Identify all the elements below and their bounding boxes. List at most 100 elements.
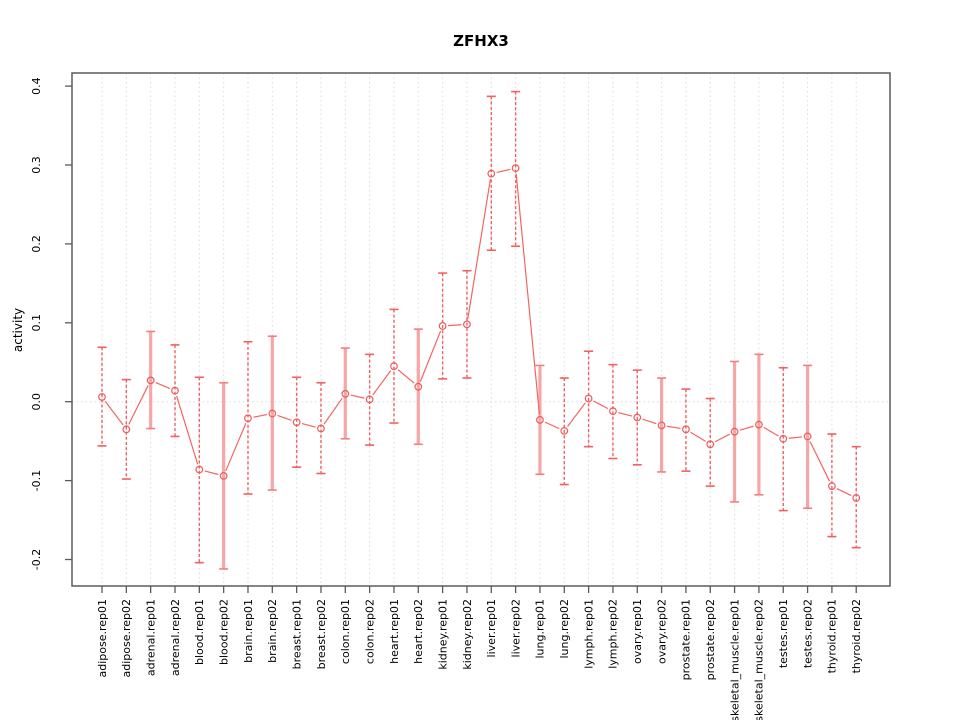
series-segment bbox=[496, 168, 511, 174]
x-tick-label: prostate.rep02 bbox=[704, 599, 717, 680]
series-segment bbox=[788, 436, 803, 439]
data-point-marker bbox=[609, 407, 617, 416]
y-tick-label: 0.4 bbox=[30, 77, 43, 95]
chart-title: ZFHX3 bbox=[453, 32, 509, 50]
x-tick-label: kidney.rep02 bbox=[461, 599, 474, 670]
series-segment bbox=[809, 441, 831, 482]
series-segment bbox=[544, 421, 560, 430]
x-tick-label: testes.rep01 bbox=[777, 599, 790, 668]
x-tick-label: brain.rep01 bbox=[242, 599, 255, 663]
series-segment bbox=[301, 423, 316, 428]
series-segment bbox=[372, 370, 392, 396]
series-segment bbox=[419, 330, 442, 382]
series-segment bbox=[253, 413, 268, 418]
y-tick-label: 0.3 bbox=[30, 156, 43, 174]
x-tick-label: kidney.rep01 bbox=[436, 599, 449, 670]
y-tick-label: 0.1 bbox=[30, 314, 43, 332]
data-point-marker bbox=[657, 421, 666, 430]
x-tick-label: ovary.rep02 bbox=[655, 599, 668, 664]
y-tick-label: 0.2 bbox=[30, 235, 43, 253]
x-tick-label: adipose.rep02 bbox=[120, 599, 133, 678]
series-segment bbox=[467, 179, 491, 320]
data-point-marker bbox=[146, 376, 155, 385]
y-tick-label: -0.1 bbox=[30, 470, 43, 491]
data-point-marker bbox=[219, 471, 228, 480]
x-tick-label: prostate.rep01 bbox=[680, 599, 693, 680]
series-segment bbox=[448, 324, 462, 327]
x-tick-label: adrenal.rep01 bbox=[144, 599, 157, 676]
x-tick-label: lymph.rep02 bbox=[607, 599, 620, 669]
x-tick-label: heart.rep02 bbox=[412, 599, 425, 664]
series-segment bbox=[567, 402, 586, 427]
data-point-marker bbox=[98, 393, 106, 401]
x-tick-label: lung.rep01 bbox=[534, 599, 547, 659]
series-segment bbox=[225, 423, 247, 472]
data-point-marker bbox=[414, 382, 423, 391]
series-segment bbox=[690, 431, 706, 442]
series-segment bbox=[618, 411, 633, 417]
x-tick-label: thyroid.rep01 bbox=[826, 599, 839, 673]
x-tick-label: lymph.rep01 bbox=[582, 599, 595, 669]
series-segment bbox=[836, 487, 852, 497]
series-segment bbox=[739, 425, 754, 431]
data-point-marker bbox=[803, 432, 812, 441]
series-segment bbox=[204, 470, 219, 476]
x-tick-label: liver.rep01 bbox=[485, 599, 498, 657]
data-point-marker bbox=[268, 409, 277, 418]
data-point-marker bbox=[852, 494, 861, 502]
series-segment bbox=[714, 433, 730, 443]
data-point-marker bbox=[536, 415, 544, 424]
x-tick-label: blood.rep02 bbox=[217, 599, 230, 665]
grid-layer bbox=[72, 73, 890, 586]
plot-border bbox=[71, 72, 891, 587]
data-point-marker bbox=[390, 362, 398, 371]
series-segment bbox=[176, 395, 199, 465]
data-point-marker bbox=[317, 424, 325, 433]
data-point-marker bbox=[195, 465, 204, 474]
x-tick-label: brain.rep02 bbox=[266, 599, 279, 663]
series-segment bbox=[397, 369, 415, 384]
series-segment bbox=[350, 394, 365, 399]
data-point-marker bbox=[755, 420, 763, 429]
x-tick-label: blood.rep01 bbox=[193, 599, 206, 665]
x-tick-label: breast.rep01 bbox=[290, 599, 303, 669]
series-segment bbox=[515, 173, 541, 415]
data-point-marker bbox=[730, 427, 739, 436]
x-tick-label: breast.rep02 bbox=[315, 599, 328, 669]
data-point-marker bbox=[487, 169, 496, 178]
data-point-marker bbox=[706, 440, 715, 449]
series-segment bbox=[642, 418, 657, 425]
data-point-marker bbox=[560, 426, 569, 435]
y-axis-label: activity bbox=[11, 308, 25, 352]
data-point-marker bbox=[584, 394, 593, 403]
data-point-marker bbox=[828, 482, 836, 491]
x-tick-label: skeletal_muscle.rep01 bbox=[728, 599, 741, 720]
data-point-marker bbox=[511, 164, 520, 173]
series-segment bbox=[155, 381, 171, 390]
series-segment bbox=[763, 426, 779, 437]
x-tick-label: heart.rep01 bbox=[388, 599, 401, 664]
x-tick-label: adipose.rep01 bbox=[96, 599, 109, 678]
y-tick-label: 0.0 bbox=[30, 393, 43, 411]
series-segment bbox=[104, 401, 124, 426]
data-point-marker bbox=[341, 389, 350, 398]
data-point-marker bbox=[292, 418, 301, 427]
data-point-marker bbox=[633, 413, 642, 422]
series-segment bbox=[666, 425, 681, 430]
series-segment bbox=[593, 400, 609, 410]
x-tick-label: ovary.rep01 bbox=[631, 599, 644, 664]
x-tick-label: lung.rep02 bbox=[558, 599, 571, 659]
data-point-marker bbox=[682, 425, 690, 434]
x-tick-label: testes.rep02 bbox=[801, 599, 814, 668]
data-layer bbox=[97, 90, 861, 570]
data-point-marker bbox=[365, 395, 374, 404]
series-segment bbox=[323, 397, 343, 425]
data-point-marker bbox=[244, 414, 252, 423]
x-tick-label: skeletal_muscle.rep02 bbox=[753, 599, 766, 720]
x-tick-label: adrenal.rep02 bbox=[169, 599, 182, 676]
x-tick-label: colon.rep02 bbox=[363, 599, 376, 664]
data-point-marker bbox=[122, 425, 131, 434]
data-point-marker bbox=[463, 320, 471, 329]
